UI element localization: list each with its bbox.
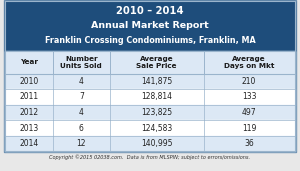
Text: 12: 12 [76, 139, 86, 148]
Text: 2014: 2014 [20, 139, 39, 148]
Text: 6: 6 [79, 124, 84, 133]
Text: Copyright ©2015 02038.com.  Data is from MLSPIN; subject to errors/omissions.: Copyright ©2015 02038.com. Data is from … [50, 155, 250, 160]
Text: 4: 4 [79, 77, 84, 86]
Bar [5, 74, 295, 89]
Text: 2010: 2010 [20, 77, 39, 86]
Text: 133: 133 [242, 93, 256, 101]
Bar [5, 120, 295, 136]
Text: Average
Days on Mkt: Average Days on Mkt [224, 56, 274, 69]
Text: 7: 7 [79, 93, 84, 101]
Text: 119: 119 [242, 124, 256, 133]
Bar [5, 1, 295, 51]
Text: 141,875: 141,875 [141, 77, 172, 86]
Text: 123,825: 123,825 [141, 108, 172, 117]
Text: 128,814: 128,814 [141, 93, 172, 101]
Bar [5, 89, 295, 105]
Text: 210: 210 [242, 77, 256, 86]
Text: 2013: 2013 [20, 124, 39, 133]
Text: 140,995: 140,995 [141, 139, 172, 148]
Text: Number
Units Sold: Number Units Sold [60, 56, 102, 69]
Text: 2012: 2012 [20, 108, 39, 117]
Text: Average
Sale Price: Average Sale Price [136, 56, 177, 69]
Text: 497: 497 [242, 108, 256, 117]
Text: Year: Year [20, 60, 38, 65]
Text: Annual Market Report: Annual Market Report [91, 21, 209, 30]
Text: 124,583: 124,583 [141, 124, 172, 133]
Bar [5, 51, 295, 74]
Text: 2010 – 2014: 2010 – 2014 [116, 6, 184, 16]
Bar [5, 105, 295, 120]
Bar [4, 0, 296, 152]
Text: Franklin Crossing Condominiums, Franklin, MA: Franklin Crossing Condominiums, Franklin… [45, 36, 255, 45]
Text: 4: 4 [79, 108, 84, 117]
Bar [5, 136, 295, 151]
Text: 2011: 2011 [20, 93, 39, 101]
Text: 36: 36 [244, 139, 254, 148]
